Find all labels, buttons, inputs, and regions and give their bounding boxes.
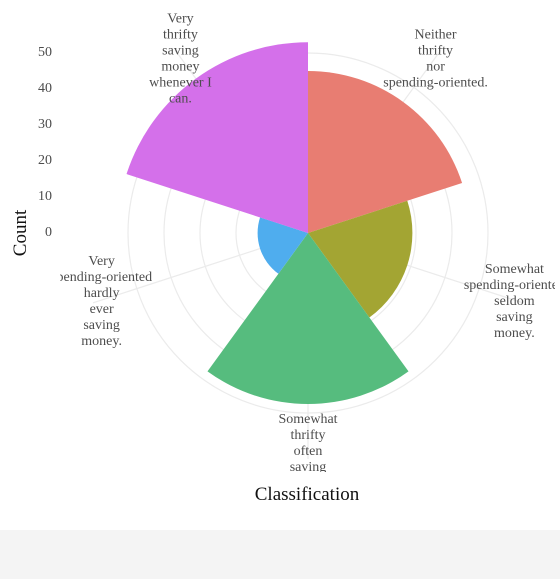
category-label: Somewhat thrifty often saving money. [278, 412, 337, 491]
category-label-line: saving [496, 310, 533, 325]
category-label-line: thrifty [418, 43, 453, 58]
bar [207, 233, 409, 405]
bar [257, 217, 308, 274]
y-tick-label: 0 [45, 225, 52, 240]
category-labels: Neither thrifty nor spending-oriented.Somew… [51, 11, 560, 491]
category-label-line: Very [167, 11, 193, 26]
category-label-line: money [161, 59, 199, 74]
category-label-line: saving [290, 460, 327, 475]
category-label-line: thrifty [291, 428, 326, 443]
category-label-line: often [294, 444, 323, 459]
category-label-line: saving [83, 318, 120, 333]
category-label: Neither thrifty nor spending-oriented. [383, 27, 488, 90]
bar [126, 42, 308, 234]
category-label-line: money. [494, 326, 535, 341]
category-label-line: nor [426, 59, 445, 74]
category-label-line: Very [88, 254, 114, 269]
category-label-line: ever [90, 302, 114, 317]
x-axis-title: Classification [255, 484, 360, 505]
category-label-line: saving [162, 43, 199, 58]
category-label-line: spending-oriented [464, 278, 560, 293]
y-axis-title: Count [10, 209, 31, 256]
category-label-line: Neither [415, 27, 457, 42]
category-label-line: spending-oriented. [383, 75, 488, 90]
category-label: Somewhat spending-oriented seldom saving mon… [464, 262, 560, 341]
y-tick-label: 40 [38, 81, 52, 96]
category-label-line: money. [81, 334, 122, 349]
footer-band [0, 530, 560, 579]
bar [308, 71, 463, 233]
y-tick-label: 20 [38, 153, 52, 168]
category-label-line: Somewhat [485, 262, 544, 277]
bar [308, 200, 413, 318]
y-tick-label: 50 [38, 45, 52, 60]
category-label: Very spending-oriented hardly ever saving mon… [51, 254, 152, 349]
y-tick-label: 30 [38, 117, 52, 132]
category-label-line: Somewhat [278, 412, 337, 427]
category-label-line: can. [169, 91, 192, 106]
category-label-line: hardly [84, 286, 120, 301]
bars [126, 42, 463, 405]
category-label-line: whenever I [149, 75, 212, 90]
category-label-line: thrifty [163, 27, 198, 42]
y-tick-label: 10 [38, 189, 52, 204]
category-label-line: seldom [494, 294, 535, 309]
category-label-line: spending-oriented [51, 270, 152, 285]
